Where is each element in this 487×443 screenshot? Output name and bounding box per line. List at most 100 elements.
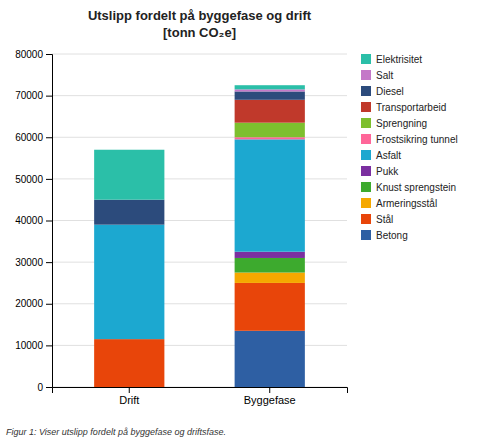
legend-item: Diesel	[361, 86, 404, 97]
bar	[235, 89, 305, 91]
y-tick-mark	[46, 54, 52, 55]
y-tick: 60000	[15, 132, 52, 143]
y-tick: 40000	[15, 215, 52, 226]
bar-series	[235, 123, 305, 138]
y-tick: 50000	[15, 174, 52, 185]
bar	[235, 139, 305, 251]
x-tick: Byggefase	[244, 387, 296, 406]
legend-item: Betong	[361, 230, 408, 241]
legend-swatch	[361, 150, 371, 160]
y-tick-mark	[46, 137, 52, 138]
bar	[235, 123, 305, 138]
bar	[235, 283, 305, 331]
y-tick: 20000	[15, 298, 52, 309]
x-tick-label: Byggefase	[244, 394, 296, 406]
bar	[235, 258, 305, 273]
bar-series	[235, 89, 305, 91]
bar	[94, 339, 164, 387]
y-tick-label: 20000	[15, 298, 43, 309]
y-tick: 30000	[15, 257, 52, 268]
legend-item: Asfalt	[361, 150, 401, 161]
legend-label: Knust sprengstein	[376, 182, 456, 193]
y-tick-label: 50000	[15, 174, 43, 185]
legend-item: Pukk	[361, 166, 399, 177]
y-tick: 10000	[15, 340, 52, 351]
legend-label: Asfalt	[376, 150, 401, 161]
y-tick: 80000	[15, 49, 52, 60]
legend-label: Frostsikring tunnel	[376, 134, 458, 145]
legend-item: Stål	[361, 214, 393, 225]
y-tick-mark	[46, 262, 52, 263]
y-tick-label: 10000	[15, 340, 43, 351]
x-tick-label: Drift	[119, 394, 139, 406]
legend-swatch	[361, 182, 371, 192]
bar	[94, 200, 164, 225]
legend-label: Sprengning	[376, 118, 427, 129]
legend-label: Stål	[376, 214, 393, 225]
legend: Elektrisitet Salt Diesel Transportarbeid Spr…	[361, 54, 458, 241]
bar-series	[235, 331, 305, 387]
y-tick-mark	[46, 387, 52, 388]
legend-swatch	[361, 198, 371, 208]
y-tick-mark	[46, 96, 52, 97]
bar-series	[235, 258, 305, 273]
y-tick-label: 60000	[15, 132, 43, 143]
x-tick-mark	[129, 387, 130, 393]
legend-swatch	[361, 118, 371, 128]
bar	[235, 91, 305, 99]
legend-item: Frostsikring tunnel	[361, 134, 458, 145]
legend-item: Armeringsstål	[361, 198, 437, 209]
plot-area: 0 10000 20000 30000 40000 50000 60000 70000 8000…	[15, 49, 347, 406]
bar-series	[94, 85, 305, 199]
y-tick-mark	[46, 345, 52, 346]
legend-item: Transportarbeid	[361, 102, 446, 113]
legend-label: Elektrisitet	[376, 54, 422, 65]
legend-swatch	[361, 166, 371, 176]
x-axis: Drift Byggefase	[53, 387, 348, 406]
y-tick-mark	[46, 179, 52, 180]
bar	[235, 331, 305, 387]
bar	[235, 273, 305, 283]
bar-series	[235, 273, 305, 283]
bar	[94, 150, 164, 200]
y-tick-mark	[46, 304, 52, 305]
y-tick-label: 0	[37, 382, 43, 393]
legend-item: Elektrisitet	[361, 54, 422, 65]
subtitle: [tonn CO₂e]	[163, 25, 236, 40]
y-tick-label: 30000	[15, 257, 43, 268]
y-axis-line	[46, 55, 53, 388]
legend-swatch	[361, 54, 371, 64]
x-tick: Drift	[119, 387, 139, 406]
legend-swatch	[361, 102, 371, 112]
bars	[94, 85, 305, 387]
y-tick: 0	[37, 382, 52, 393]
bar	[235, 252, 305, 258]
bar	[235, 100, 305, 123]
chart: 0 10000 20000 30000 40000 50000 60000 70000 8000…	[0, 0, 487, 443]
legend-label: Betong	[376, 230, 408, 241]
y-tick-mark	[46, 221, 52, 222]
legend-swatch	[361, 86, 371, 96]
legend-item: Knust sprengstein	[361, 182, 456, 193]
caption: Figur 1: Viser utslipp fordelt på byggef…	[6, 427, 226, 437]
grid-line	[52, 54, 347, 55]
legend-item: Sprengning	[361, 118, 427, 129]
legend-label: Salt	[376, 70, 393, 81]
bar-series	[235, 100, 305, 123]
legend-swatch	[361, 70, 371, 80]
x-tick-mark	[269, 387, 270, 393]
legend-label: Armeringsstål	[376, 198, 437, 209]
legend-label: Pukk	[376, 166, 399, 177]
legend-swatch	[361, 134, 371, 144]
bar	[235, 137, 305, 139]
y-tick-label: 70000	[15, 90, 43, 101]
legend-label: Diesel	[376, 86, 404, 97]
legend-item: Salt	[361, 70, 393, 81]
y-tick-label: 40000	[15, 215, 43, 226]
bar-series	[94, 91, 305, 224]
legend-swatch	[361, 214, 371, 224]
grid	[52, 54, 347, 387]
title: Utslipp fordelt på byggefase og drift	[88, 8, 312, 23]
y-tick-label: 80000	[15, 49, 43, 60]
x-axis-line	[53, 388, 348, 394]
